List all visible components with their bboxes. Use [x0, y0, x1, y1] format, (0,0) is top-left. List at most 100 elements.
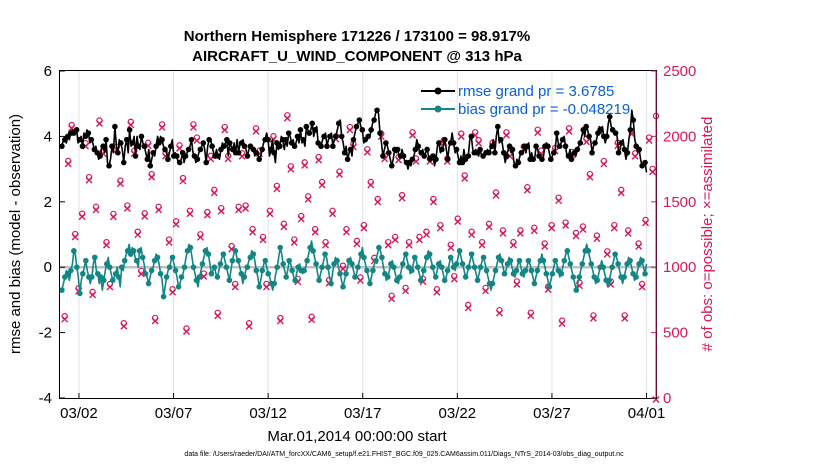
bias-point: [211, 264, 218, 271]
rmse-point: [603, 133, 610, 140]
bias-point: [214, 274, 221, 280]
bias-point: [594, 277, 600, 284]
assimilated-obs-point: [645, 137, 653, 145]
rmse-point: [350, 136, 357, 143]
assimilated-obs-point: [555, 197, 563, 205]
bias-point: [196, 274, 203, 280]
rmse-point: [583, 123, 589, 130]
assimilated-obs-point: [342, 228, 350, 236]
assimilated-obs-point: [356, 276, 364, 284]
assimilated-obs-point: [179, 177, 187, 185]
assimilated-obs-point: [262, 283, 270, 291]
assimilated-obs-point: [638, 283, 646, 291]
bias-point: [250, 251, 257, 257]
rmse-point: [374, 107, 380, 114]
bias-point: [208, 270, 215, 277]
bias-point: [558, 270, 565, 277]
assimilated-obs-point: [530, 227, 538, 235]
rmse-point: [333, 133, 339, 140]
assimilated-obs-point: [635, 242, 643, 250]
bias-point: [80, 270, 86, 277]
y-tick-label: 2: [44, 194, 52, 211]
bias-point: [169, 254, 176, 261]
bias-point: [564, 248, 571, 254]
assimilated-obs-point: [367, 181, 375, 189]
bias-point: [408, 267, 415, 274]
rmse-point: [615, 149, 622, 156]
plot-area: [59, 71, 660, 403]
assimilated-obs-point: [454, 218, 462, 226]
rmse-point: [162, 146, 168, 153]
rmse-point: [371, 117, 377, 123]
assimilated-obs-point: [492, 191, 500, 199]
assimilated-obs-point: [374, 198, 382, 206]
bias-point: [139, 254, 146, 261]
rmse-point: [556, 143, 563, 150]
bias-point: [385, 274, 391, 280]
bias-point: [352, 274, 358, 280]
rmse-point: [592, 140, 598, 146]
y-tick-label: 0: [44, 259, 52, 276]
assimilated-obs-point: [464, 304, 472, 312]
bias-point: [301, 267, 307, 274]
bias-point: [160, 293, 167, 300]
assimilated-obs-point: [631, 152, 639, 160]
assimilated-obs-point: [249, 228, 257, 236]
rmse-point: [256, 156, 263, 163]
bias-point: [74, 264, 80, 271]
rmse-point: [533, 143, 539, 150]
assimilated-obs-point: [450, 275, 458, 283]
x-tick-label: 03/17: [344, 405, 382, 422]
bias-point: [444, 267, 451, 274]
y-tick-label: 4: [44, 128, 52, 145]
bias-point: [441, 277, 448, 284]
assimilated-obs-point: [527, 312, 535, 320]
bias-point: [59, 287, 65, 293]
assimilated-obs-point: [134, 231, 142, 239]
rmse-point: [330, 143, 336, 150]
rmse-point: [88, 136, 95, 143]
rmse-point: [468, 133, 475, 140]
rmse-point: [277, 143, 283, 150]
bias-point: [543, 270, 550, 277]
bias-point: [489, 280, 496, 287]
assimilated-obs-point: [388, 295, 396, 303]
bias-point: [121, 257, 128, 264]
assimilated-obs-point: [495, 309, 503, 317]
bias-point: [525, 257, 532, 264]
assimilated-obs-point: [513, 280, 521, 288]
bias-point: [181, 264, 188, 271]
bias-point: [516, 257, 523, 264]
rmse-point: [271, 149, 277, 156]
rmse-point: [291, 143, 298, 150]
bias-point: [438, 264, 445, 271]
assimilated-obs-point: [624, 229, 632, 237]
legend: rmse grand pr = 3.6785 bias grand pr = -…: [421, 83, 630, 118]
bias-point: [71, 248, 77, 254]
rmse-point: [115, 149, 121, 156]
bias-point: [83, 257, 89, 264]
rmse-point: [368, 127, 374, 133]
bias-point: [289, 267, 295, 274]
assimilated-obs-point: [123, 205, 131, 213]
bias-point: [483, 267, 490, 274]
bias-point: [77, 290, 83, 297]
bias-point: [286, 257, 292, 264]
assimilated-obs-point: [482, 287, 490, 295]
rmse-point: [586, 133, 592, 140]
bias-point: [513, 267, 520, 274]
assimilated-obs-point: [402, 287, 410, 295]
bias-point: [115, 274, 122, 280]
assimilated-obs-point: [217, 207, 225, 215]
bias-point: [274, 264, 281, 271]
bias-point: [414, 264, 421, 271]
assimilated-obs-point: [189, 123, 197, 131]
y-axis-label: rmse and bias (model - observation): [7, 114, 24, 354]
assimilated-obs-point: [102, 241, 110, 249]
assimilated-obs-point: [429, 198, 437, 206]
bias-point: [325, 264, 331, 271]
assimilated-obs-point: [415, 236, 423, 244]
assimilated-obs-point: [422, 231, 430, 239]
assimilated-obs-point: [127, 121, 135, 129]
